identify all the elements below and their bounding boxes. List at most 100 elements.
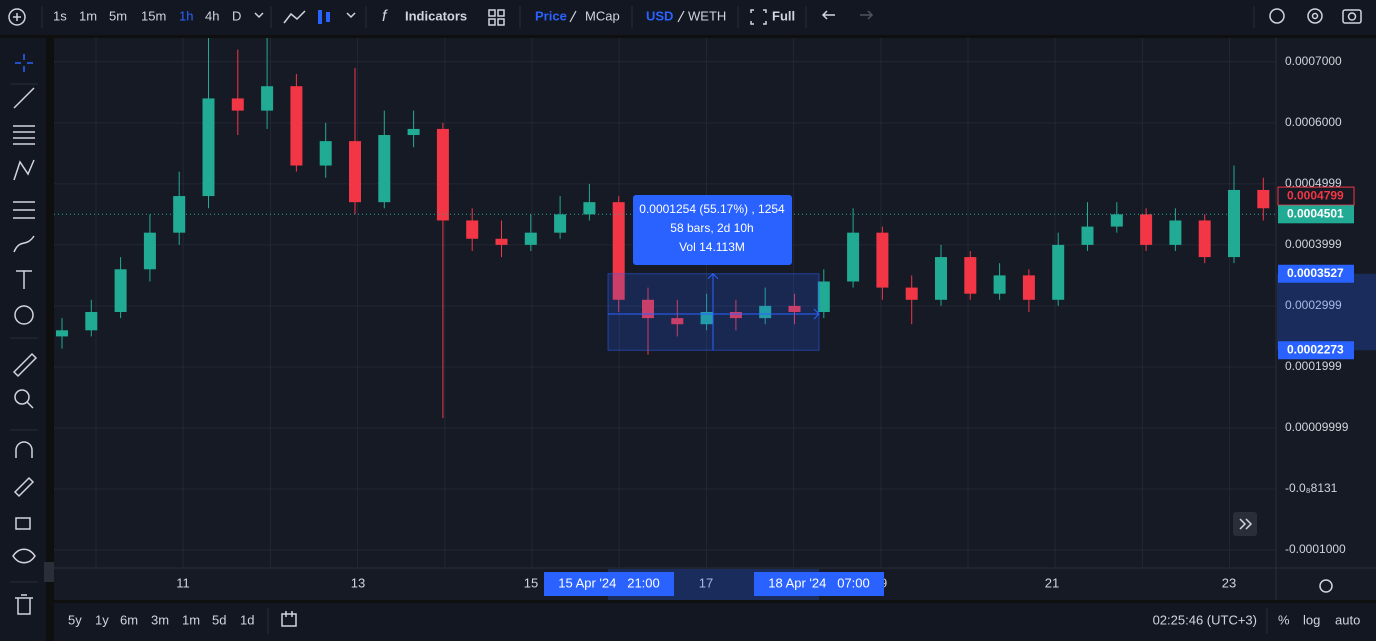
interval-button[interactable]: 1s <box>53 8 67 23</box>
projection-tool[interactable] <box>13 201 35 219</box>
crosshair-tool[interactable] <box>15 54 33 72</box>
bottom-toolbar <box>54 603 1376 641</box>
end-time-bg <box>754 572 884 596</box>
style-dropdown[interactable] <box>346 12 356 19</box>
candle-body <box>583 202 596 215</box>
mcap-toggle[interactable]: MCap <box>585 8 620 23</box>
remove-tool[interactable] <box>15 594 33 615</box>
indicators-button[interactable]: Indicators <box>405 8 467 23</box>
candle-body <box>173 196 186 233</box>
range-button[interactable]: 1d <box>240 612 254 627</box>
range-button[interactable]: 6m <box>120 612 138 627</box>
candle-body <box>1228 189 1240 258</box>
measure-top-marker: 0.0003527 <box>1287 266 1344 280</box>
date-label: 13 <box>351 575 365 590</box>
candle-style-icon[interactable] <box>318 10 330 24</box>
settings-icon[interactable] <box>1307 8 1323 24</box>
candle-body <box>612 202 625 300</box>
ruler-tool[interactable] <box>12 352 38 378</box>
candle-body <box>143 232 156 270</box>
candle-body <box>1140 214 1153 245</box>
candle-body <box>56 330 68 337</box>
brush-tool[interactable] <box>13 235 35 253</box>
price-tick-label: 0.0002999 <box>1285 298 1342 312</box>
axis-settings[interactable] <box>1319 579 1333 593</box>
visibility-tool[interactable] <box>12 548 36 564</box>
interval-button[interactable]: 15m <box>141 8 166 23</box>
interval-dropdown[interactable] <box>254 12 264 19</box>
price-toggle[interactable]: Price <box>535 8 567 23</box>
alert-icon[interactable] <box>1269 8 1285 24</box>
candle-body <box>1198 220 1211 258</box>
measure-axis-band <box>1277 273 1376 351</box>
price-tick-label: 0.00009999 <box>1285 420 1349 434</box>
scale-option[interactable]: auto <box>1335 612 1360 627</box>
candle-body <box>349 141 361 203</box>
layout-icon[interactable] <box>488 9 505 26</box>
candle-body <box>1052 244 1065 300</box>
range-button[interactable]: 1m <box>182 612 200 627</box>
lock-draw-tool[interactable] <box>13 476 35 498</box>
price-tick-label: 0.0004999 <box>1285 176 1342 190</box>
measure-bottom-marker-bg <box>1278 341 1354 360</box>
candle-body <box>1022 275 1035 300</box>
zoom-handle <box>26 401 34 409</box>
price-tick-label: -0.0₈8131 <box>1285 481 1338 495</box>
interval-button[interactable]: 1h <box>179 8 193 23</box>
interval-button[interactable]: 1m <box>79 8 97 23</box>
range-button[interactable]: 5y <box>68 612 82 627</box>
price-tick-label: 0.0006000 <box>1285 115 1342 129</box>
emoji-tool[interactable] <box>14 305 34 325</box>
clock: 02:25:46 (UTC+3) <box>1153 612 1257 627</box>
interval-button[interactable]: D <box>232 8 241 23</box>
fib-tool[interactable] <box>13 125 35 145</box>
candle-body <box>1257 189 1270 209</box>
measure-top-marker-bg <box>1278 264 1354 283</box>
date-label: 23 <box>1222 575 1236 590</box>
date-range-icon[interactable] <box>281 611 297 627</box>
lock-tool[interactable] <box>15 517 31 530</box>
trend-line-tool[interactable] <box>13 87 35 109</box>
candle-body <box>524 232 537 245</box>
text-tool[interactable] <box>16 270 32 289</box>
measure-change: 0.0001254 (55.17%) , 1254 <box>639 202 785 216</box>
undo-icon[interactable] <box>821 10 835 20</box>
candle-body <box>290 86 303 166</box>
candle-body <box>319 141 332 166</box>
range-button[interactable]: 5d <box>212 612 226 627</box>
magnet-tool[interactable] <box>15 441 33 458</box>
interval-button[interactable]: 4h <box>205 8 219 23</box>
candle-body <box>436 128 449 221</box>
price-tick-label: 0.0001999 <box>1285 359 1342 373</box>
line-style-icon[interactable] <box>283 10 306 24</box>
end-time-label: 18 Apr '24 07:00 <box>768 575 870 590</box>
candle-body <box>202 98 215 197</box>
price-tick-label: 0.0003999 <box>1285 237 1342 251</box>
screenshot-lens <box>1347 12 1357 21</box>
zoom-tool[interactable] <box>14 389 30 405</box>
fx-icon[interactable]: f <box>382 8 388 25</box>
measure-volume: Vol 14.113M <box>679 240 745 254</box>
add-icon[interactable] <box>8 8 26 26</box>
fullscreen-icon[interactable] <box>750 9 767 25</box>
pattern-tool[interactable] <box>13 159 35 181</box>
candle-body <box>1110 214 1123 227</box>
candle-body <box>231 98 244 111</box>
interval-button[interactable]: 5m <box>109 8 127 23</box>
range-button[interactable]: 3m <box>151 612 169 627</box>
currency-toggle[interactable]: USD <box>646 8 673 23</box>
full-button[interactable]: Full <box>772 8 795 23</box>
candle-body <box>905 287 918 300</box>
quote-toggle[interactable]: WETH <box>688 8 726 23</box>
range-button[interactable]: 1y <box>95 612 109 627</box>
scale-option[interactable]: % <box>1278 612 1290 627</box>
measure-arrows <box>608 273 820 351</box>
screenshot-icon[interactable] <box>1342 9 1362 24</box>
settings-core <box>1311 12 1319 20</box>
collapse-handle[interactable] <box>44 562 54 582</box>
candle-body <box>817 281 830 313</box>
slash <box>569 10 685 23</box>
candle-body <box>466 220 479 239</box>
candle-body <box>407 128 420 136</box>
scale-option[interactable]: log <box>1303 612 1320 627</box>
